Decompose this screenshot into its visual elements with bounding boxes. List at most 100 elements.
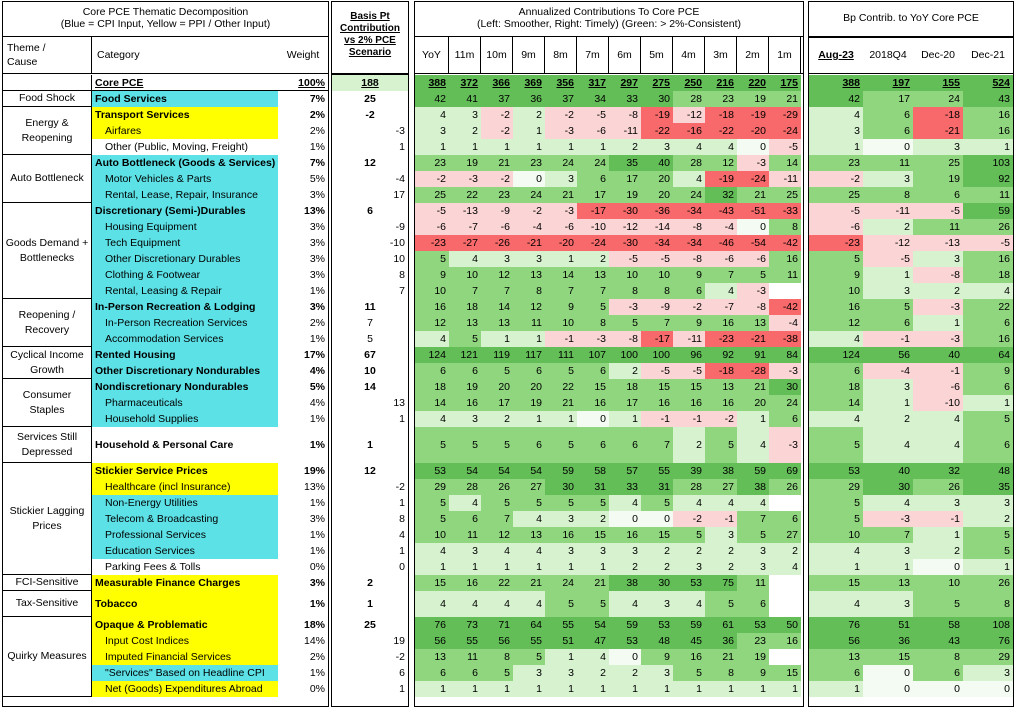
basis-point-panel: Basis Pt Contribution vs 2% PCE Scenario… <box>331 1 409 707</box>
weight-value: 2% <box>309 317 325 329</box>
category-name: Net (Goods) Expenditures Abroad <box>92 681 278 697</box>
annualized-value: 13 <box>737 315 769 331</box>
annualized-value: 16 <box>673 649 705 665</box>
weight-value: 4% <box>309 365 325 377</box>
annualized-value: 16 <box>769 251 801 267</box>
annualized-value: 17 <box>577 187 609 203</box>
annualized-value: -4 <box>769 315 801 331</box>
bp-header-line-1: Basis Pt <box>350 11 390 22</box>
annualized-value: 23 <box>737 633 769 649</box>
annualized-value: 25 <box>769 187 801 203</box>
bp-header-line-3: vs 2% PCE <box>344 35 396 46</box>
annualized-value: 388 <box>415 75 449 91</box>
annualized-value: -5 <box>415 203 449 219</box>
yoy-value: 11 <box>913 219 963 235</box>
annualized-value: 0 <box>737 139 769 155</box>
bp-value: 19 <box>393 635 405 647</box>
annualized-value: 11 <box>513 315 545 331</box>
annualized-value: 11 <box>449 649 481 665</box>
annualized-value: 1 <box>577 559 609 575</box>
annualized-value: 3 <box>737 543 769 559</box>
category-name: Motor Vehicles & Parts <box>92 171 278 187</box>
yoy-value: 0 <box>913 559 963 575</box>
yoy-value: -3 <box>913 299 963 315</box>
annualized-value: 2 <box>481 411 513 427</box>
annualized-value: 30 <box>641 91 673 107</box>
title-line-1: Core PCE Thematic Decomposition <box>82 6 249 18</box>
annualized-value: 32 <box>705 187 737 203</box>
bp-row: 25 <box>332 91 408 107</box>
annualized-value: 5 <box>705 427 737 463</box>
yoy-row: 56 36 43 76 <box>809 633 1013 649</box>
annualized-value: 216 <box>705 75 737 91</box>
annualized-value: -3 <box>545 203 577 219</box>
yoy-row: 10 7 1 5 <box>809 527 1013 543</box>
annualized-value: 59 <box>737 463 769 479</box>
annualized-value: 19 <box>737 649 769 665</box>
annualized-value: 119 <box>481 347 513 363</box>
yoy-header: Bp Contrib. to YoY Core PCE <box>809 2 1013 37</box>
yoy-value: -13 <box>913 235 963 251</box>
annualized-value: 5 <box>481 363 513 379</box>
yoy-value: 43 <box>913 633 963 649</box>
annualized-value: -3 <box>737 155 769 171</box>
annualized-value: 297 <box>609 75 641 91</box>
annualized-value: 2 <box>609 139 641 155</box>
category-name: Household Supplies <box>92 411 278 427</box>
annualized-value: 5 <box>609 315 641 331</box>
yoy-value: 10 <box>809 527 863 543</box>
yoy-value: 4 <box>809 591 863 617</box>
category-name: Education Services <box>92 543 278 559</box>
annualized-value: 3 <box>545 543 577 559</box>
yoy-row: 9 1 -8 18 <box>809 267 1013 283</box>
yoy-value: -4 <box>863 363 913 379</box>
category-row: Household Supplies 1% <box>92 411 328 427</box>
category-name: Tobacco <box>92 591 278 617</box>
annualized-value: 24 <box>673 187 705 203</box>
annualized-value: -30 <box>609 235 641 251</box>
yoy-row: -6 2 11 26 <box>809 219 1013 235</box>
yoy-value: 56 <box>809 633 863 649</box>
annualized-value: 1 <box>481 139 513 155</box>
annualized-value: 369 <box>513 75 545 91</box>
annualized-value: 1 <box>641 681 673 697</box>
annualized-value: 6 <box>449 665 481 681</box>
category-name: Transport Services <box>92 107 278 123</box>
yoy-value: 1 <box>809 681 863 697</box>
bp-row: 11 <box>332 299 408 315</box>
annualized-value: 6 <box>513 363 545 379</box>
category-row: Food Services 7% <box>92 91 328 107</box>
annualized-value: 4 <box>705 139 737 155</box>
bp-value: 1 <box>399 497 405 509</box>
annualized-value: 3 <box>513 251 545 267</box>
annualized-value: 1 <box>737 681 769 697</box>
yoy-value: 3 <box>863 283 913 299</box>
yoy-row: 13 15 8 29 <box>809 649 1013 665</box>
annualized-row: 9 10 12 13 14 13 10 10 9 7 5 11 <box>415 267 803 283</box>
category-name: Food Services <box>92 91 278 107</box>
annualized-value: 356 <box>545 75 577 91</box>
annualized-value: 15 <box>577 527 609 543</box>
annualized-value: 10 <box>545 315 577 331</box>
annualized-row: 14 16 17 19 21 16 17 16 16 16 20 24 <box>415 395 803 411</box>
category-row: In-Person Recreation Services 2% <box>92 315 328 331</box>
annualized-value: 1 <box>673 681 705 697</box>
annualized-value: 16 <box>705 395 737 411</box>
annualized-value: 3 <box>449 411 481 427</box>
annualized-value: 2 <box>609 559 641 575</box>
annualized-value: 55 <box>641 463 673 479</box>
annualized-value: 19 <box>609 187 641 203</box>
annualized-value: 0 <box>577 411 609 427</box>
annualized-row: 23 19 21 23 24 24 35 40 28 12 -3 14 <box>415 155 803 171</box>
title-line-2: (Blue = CPI Input, Yellow = PPI / Other … <box>60 18 271 30</box>
yoy-row: 6 -4 -1 9 <box>809 363 1013 379</box>
yoy-value: -8 <box>913 267 963 283</box>
annualized-value: 1 <box>481 559 513 575</box>
annualized-value: -3 <box>609 299 641 315</box>
yoy-value: 5 <box>963 543 1013 559</box>
bp-row: 7 <box>332 315 408 331</box>
annualized-value: 0 <box>737 219 769 235</box>
annualized-row: -2 -3 -2 0 3 6 17 20 4 -19 -24 -11 <box>415 171 803 187</box>
